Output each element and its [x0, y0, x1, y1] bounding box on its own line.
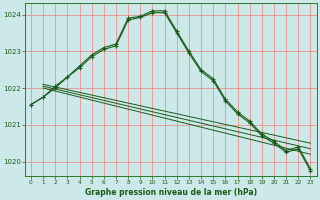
X-axis label: Graphe pression niveau de la mer (hPa): Graphe pression niveau de la mer (hPa) — [84, 188, 257, 197]
